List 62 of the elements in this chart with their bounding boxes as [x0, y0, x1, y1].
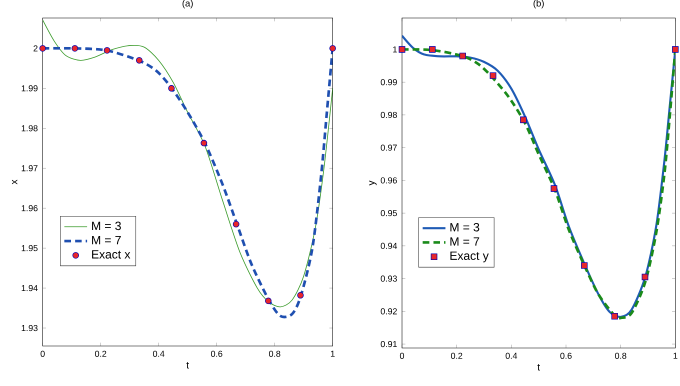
legend-label: M = 7 [92, 236, 121, 244]
x-tick-label: 0.6 [560, 352, 572, 359]
point [398, 46, 406, 53]
y-axis-title: y [369, 180, 377, 186]
y-tick-label: 1 [393, 46, 397, 52]
x-tick-label: 0 [400, 352, 404, 359]
x-tick-label: 0.4 [506, 352, 518, 359]
point [136, 57, 143, 64]
x-axis-title: t [186, 362, 189, 369]
x-tick-label: 0.6 [210, 350, 222, 357]
point [672, 46, 679, 53]
y-tick-label: 1.96 [22, 205, 38, 212]
point [232, 220, 240, 228]
y-tick-label: 0.94 [380, 242, 398, 249]
point [611, 312, 618, 320]
y-tick-label: 0.96 [380, 177, 397, 184]
y-tick-label: 0.92 [380, 308, 397, 314]
y-tick-label: 1.97 [22, 165, 38, 172]
point [200, 140, 208, 146]
legend-label: M = 7 [450, 237, 480, 246]
x-tick-label: 0 [40, 350, 45, 357]
point [104, 47, 110, 54]
y-axis-title: x [12, 180, 18, 184]
y-tick-label: 1.94 [22, 285, 38, 292]
point [459, 52, 466, 60]
y-tick-label: 0.95 [380, 210, 397, 216]
y-tick-label: 0.97 [380, 144, 397, 151]
y-tick-label: 1.93 [22, 324, 38, 332]
point [550, 185, 558, 192]
point [329, 45, 336, 52]
point [490, 72, 496, 79]
x-tick-label: 0.4 [152, 350, 164, 357]
y-tick-label: 0.91 [380, 341, 397, 348]
x-tick-label: 0.2 [94, 350, 106, 357]
x-axis-title: t [537, 364, 540, 371]
chart-title: (a) [182, 0, 193, 8]
x-tick-label: 0.2 [450, 352, 462, 359]
point [168, 85, 175, 92]
y-tick-label: 1.99 [22, 85, 38, 92]
chart-title: (b) [534, 0, 544, 8]
x-tick-label: 1 [330, 350, 335, 357]
point [265, 298, 272, 304]
y-tick-label: 1.95 [22, 245, 38, 252]
y-tick-label: 1.98 [22, 125, 38, 132]
x-tick-label: 0.8 [614, 352, 626, 359]
y-tick-label: 0.99 [380, 79, 397, 86]
point [72, 45, 78, 52]
point [581, 262, 588, 269]
legend-label: M = 3 [92, 222, 121, 230]
point [39, 45, 46, 52]
legend-label: Exact y [450, 252, 489, 262]
x-tick-label: 1 [674, 352, 678, 359]
x-tick-label: 0.8 [268, 350, 280, 357]
y-tick-label: 2 [34, 45, 38, 52]
point [297, 292, 304, 299]
y-tick-label: 0.93 [380, 276, 397, 282]
point [429, 46, 436, 53]
point [520, 116, 527, 124]
legend-label: M = 3 [450, 222, 480, 232]
point [642, 274, 648, 280]
y-tick-label: 0.98 [380, 112, 397, 118]
legend-label: Exact x [92, 250, 130, 259]
